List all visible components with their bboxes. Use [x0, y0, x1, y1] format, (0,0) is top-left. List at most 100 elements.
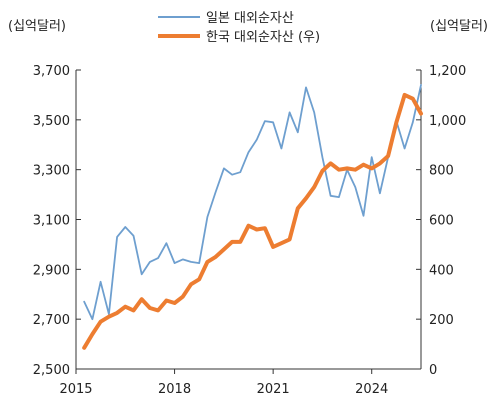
- data-point-japan: [84, 301, 85, 302]
- left-tick-label: 2,900: [33, 263, 70, 278]
- data-point-korea: [117, 312, 118, 313]
- data-point-korea: [273, 246, 274, 247]
- data-point-korea: [314, 187, 315, 188]
- data-point-japan: [199, 263, 200, 264]
- data-point-korea: [141, 299, 142, 300]
- data-point-korea: [191, 284, 192, 285]
- data-point-korea: [289, 239, 290, 240]
- data-point-korea: [158, 310, 159, 311]
- data-point-japan: [388, 157, 389, 158]
- data-point-korea: [174, 303, 175, 304]
- data-point-japan: [92, 319, 93, 320]
- data-point-korea: [281, 243, 282, 244]
- data-point-japan: [371, 157, 372, 158]
- data-point-japan: [355, 187, 356, 188]
- data-point-japan: [412, 122, 413, 123]
- data-point-korea: [108, 316, 109, 317]
- left-tick-label: 3,100: [33, 214, 70, 229]
- data-point-japan: [404, 148, 405, 149]
- data-point-japan: [232, 174, 233, 175]
- data-point-korea: [338, 169, 339, 170]
- data-point-korea: [240, 241, 241, 242]
- data-point-japan: [396, 121, 397, 122]
- data-point-japan: [421, 84, 422, 85]
- data-point-korea: [330, 163, 331, 164]
- right-unit-label: (십억달러): [430, 19, 488, 34]
- data-point-korea: [388, 156, 389, 157]
- data-point-korea: [363, 164, 364, 165]
- data-point-korea: [166, 300, 167, 301]
- data-point-japan: [207, 217, 208, 218]
- data-point-korea: [379, 163, 380, 164]
- data-point-japan: [297, 132, 298, 133]
- data-point-japan: [125, 227, 126, 228]
- data-point-korea: [421, 113, 422, 114]
- x-tick-label: 2018: [158, 382, 191, 397]
- data-point-japan: [141, 274, 142, 275]
- series-layer: [82, 84, 423, 350]
- data-point-korea: [347, 168, 348, 169]
- data-point-japan: [330, 195, 331, 196]
- data-point-japan: [223, 168, 224, 169]
- data-point-japan: [215, 192, 216, 193]
- right-tick-label: 600: [429, 214, 454, 229]
- series-line-japan: [83, 84, 422, 321]
- legend-label-korea: 한국 대외순자산 (우): [206, 30, 320, 45]
- left-unit-label: (십억달러): [8, 19, 66, 34]
- data-point-japan: [264, 121, 265, 122]
- data-point-korea: [207, 261, 208, 262]
- left-tick-label: 3,500: [33, 114, 70, 129]
- x-tick-label: 2015: [59, 382, 92, 397]
- data-point-korea: [100, 321, 101, 322]
- data-point-japan: [182, 259, 183, 260]
- legend-label-japan: 일본 대외순자산: [206, 11, 294, 26]
- data-point-japan: [363, 215, 364, 216]
- left-tick-label: 2,500: [33, 363, 70, 378]
- data-point-japan: [289, 112, 290, 113]
- data-point-korea: [199, 279, 200, 280]
- data-point-japan: [100, 281, 101, 282]
- data-point-japan: [117, 236, 118, 237]
- data-point-korea: [256, 229, 257, 230]
- right-tick-label: 400: [429, 263, 454, 278]
- tick-layer: 2,500 2,700 2,900 3,100 3,300 3,500 3,700 0 200 4…: [33, 64, 466, 397]
- data-point-korea: [182, 296, 183, 297]
- data-point-korea: [264, 228, 265, 229]
- data-point-japan: [133, 235, 134, 236]
- data-point-japan: [191, 261, 192, 262]
- data-point-korea: [125, 306, 126, 307]
- data-point-japan: [314, 112, 315, 113]
- data-point-japan: [322, 157, 323, 158]
- right-tick-label: 200: [429, 313, 454, 328]
- data-point-korea: [133, 310, 134, 311]
- data-point-korea: [248, 225, 249, 226]
- data-point-korea: [92, 334, 93, 335]
- data-point-korea: [322, 170, 323, 171]
- right-tick-label: 1,200: [429, 64, 466, 79]
- data-point-japan: [338, 197, 339, 198]
- axes: [75, 69, 422, 374]
- data-point-korea: [223, 249, 224, 250]
- data-point-japan: [108, 314, 109, 315]
- data-point-korea: [215, 256, 216, 257]
- data-point-japan: [256, 139, 257, 140]
- left-tick-label: 3,700: [33, 64, 70, 79]
- data-point-korea: [371, 168, 372, 169]
- data-point-japan: [166, 243, 167, 244]
- data-point-korea: [412, 98, 413, 99]
- left-tick-label: 3,300: [33, 164, 70, 179]
- right-tick-label: 1,000: [429, 114, 466, 129]
- data-point-japan: [158, 258, 159, 259]
- data-point-japan: [281, 148, 282, 149]
- data-point-korea: [297, 208, 298, 209]
- data-point-japan: [379, 193, 380, 194]
- x-tick-label: 2024: [355, 382, 388, 397]
- right-tick-label: 800: [429, 164, 454, 179]
- data-point-korea: [232, 241, 233, 242]
- legend: 일본 대외순자산 한국 대외순자산 (우): [158, 11, 320, 45]
- right-tick-label: 0: [429, 363, 437, 378]
- data-point-japan: [240, 172, 241, 173]
- data-point-korea: [84, 347, 85, 348]
- data-point-japan: [306, 87, 307, 88]
